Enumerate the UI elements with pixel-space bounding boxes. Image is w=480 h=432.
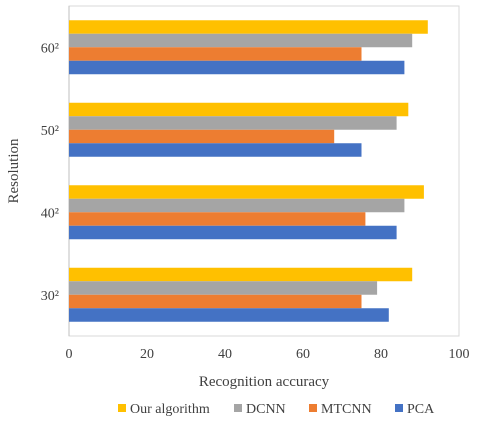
legend-swatch-mtcnn bbox=[309, 404, 317, 412]
bar-mtcnn-1 bbox=[69, 212, 366, 226]
bar-mtcnn-0 bbox=[69, 294, 362, 309]
y-axis-title: Resolution bbox=[6, 138, 22, 204]
x-tick-labels: 0 20 40 60 80 100 bbox=[66, 347, 470, 362]
bar-pca-3 bbox=[69, 60, 405, 75]
bar-mtcnn-2 bbox=[69, 129, 335, 144]
legend: Our algorithm DCNN MTCNN PCA bbox=[118, 402, 435, 417]
y-tick-label: 40² bbox=[41, 206, 59, 221]
x-tick-label: 60 bbox=[296, 347, 310, 362]
y-tick-label: 50² bbox=[41, 124, 59, 139]
y-tick-labels: 30² 40² 50² 60² bbox=[41, 41, 59, 304]
x-axis-title: Recognition accuracy bbox=[199, 374, 330, 390]
bar-our-algorithm-2 bbox=[69, 102, 409, 117]
legend-label: Our algorithm bbox=[130, 402, 210, 417]
x-tick-label: 20 bbox=[140, 347, 154, 362]
legend-label: DCNN bbox=[246, 402, 286, 417]
x-tick-label: 0 bbox=[66, 347, 73, 362]
bars-layer bbox=[69, 20, 428, 322]
bar-dcnn-3 bbox=[69, 33, 413, 48]
bar-our-algorithm-1 bbox=[69, 185, 424, 199]
y-tick-label: 60² bbox=[41, 41, 59, 56]
bar-dcnn-2 bbox=[69, 116, 397, 130]
legend-label: PCA bbox=[407, 402, 435, 417]
bar-our-algorithm-0 bbox=[69, 267, 413, 282]
legend-label: MTCNN bbox=[321, 402, 372, 417]
x-tick-label: 40 bbox=[218, 347, 232, 362]
bar-our-algorithm-3 bbox=[69, 20, 428, 34]
bar-dcnn-0 bbox=[69, 281, 378, 295]
bar-dcnn-1 bbox=[69, 198, 405, 213]
x-tick-label: 100 bbox=[449, 347, 470, 362]
legend-swatch-pca bbox=[395, 404, 403, 412]
x-tick-label: 80 bbox=[374, 347, 388, 362]
legend-swatch-our-algorithm bbox=[118, 404, 126, 412]
bar-pca-2 bbox=[69, 143, 362, 157]
y-tick-label: 30² bbox=[41, 289, 59, 304]
bar-pca-1 bbox=[69, 225, 397, 240]
bar-mtcnn-3 bbox=[69, 47, 362, 61]
legend-swatch-dcnn bbox=[234, 404, 242, 412]
bar-pca-0 bbox=[69, 308, 389, 322]
